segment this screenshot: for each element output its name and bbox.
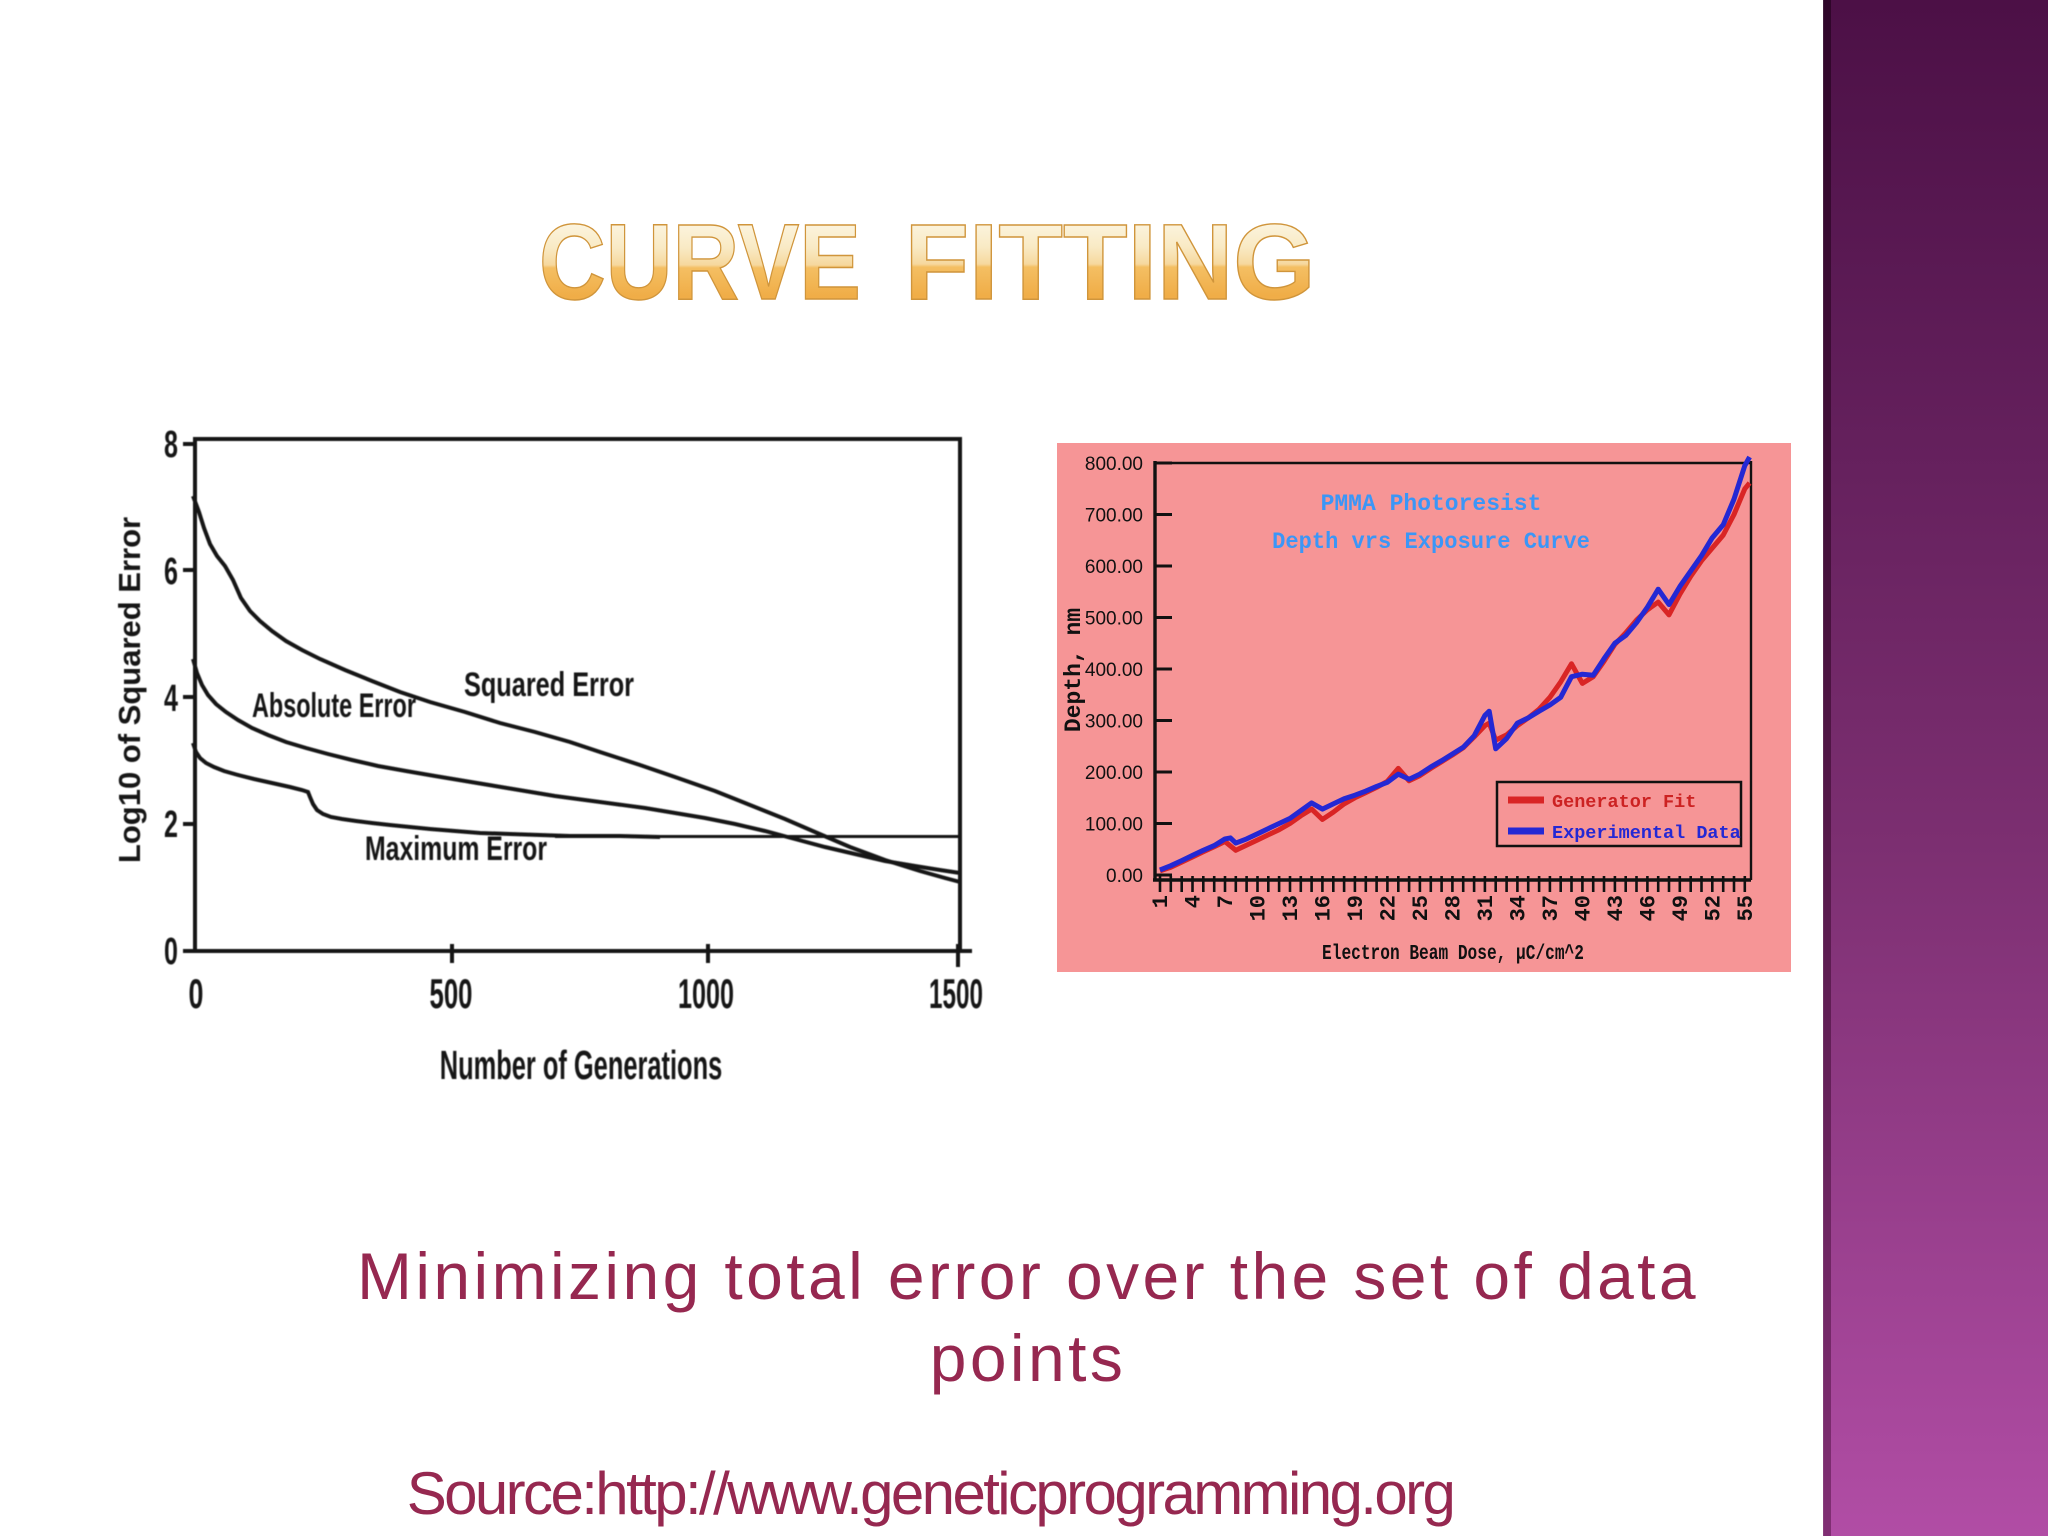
- svg-text:40: 40: [1571, 895, 1596, 921]
- svg-text:Number of Generations: Number of Generations: [440, 1043, 722, 1089]
- svg-text:46: 46: [1636, 895, 1661, 921]
- svg-text:10: 10: [1247, 895, 1272, 921]
- svg-text:700.00: 700.00: [1085, 506, 1143, 527]
- svg-text:Depth vrs Exposure Curve: Depth vrs Exposure Curve: [1272, 529, 1590, 556]
- svg-text:Electron Beam Dose, µC/cm^2: Electron Beam Dose, µC/cm^2: [1322, 941, 1584, 966]
- svg-text:0: 0: [189, 971, 204, 1017]
- svg-text:7: 7: [1214, 895, 1239, 908]
- svg-text:13: 13: [1279, 895, 1304, 921]
- svg-text:300.00: 300.00: [1085, 712, 1143, 733]
- svg-text:0.00: 0.00: [1106, 866, 1143, 887]
- svg-text:34: 34: [1506, 895, 1531, 921]
- svg-text:500: 500: [430, 971, 473, 1018]
- svg-text:37: 37: [1539, 895, 1564, 921]
- svg-text:4: 4: [1182, 895, 1207, 908]
- svg-text:Log10 of Squared Error: Log10 of Squared Error: [112, 517, 147, 863]
- svg-text:22: 22: [1376, 895, 1401, 921]
- svg-text:19: 19: [1344, 895, 1369, 921]
- svg-text:Generator Fit: Generator Fit: [1552, 792, 1696, 813]
- svg-text:52: 52: [1701, 895, 1726, 921]
- svg-text:100.00: 100.00: [1085, 815, 1143, 836]
- svg-text:1000: 1000: [678, 972, 734, 1018]
- svg-text:1500: 1500: [929, 971, 983, 1018]
- svg-text:Experimental Data: Experimental Data: [1552, 823, 1741, 844]
- svg-text:FITTING: FITTING: [904, 201, 1315, 322]
- svg-text:PMMA Photoresist: PMMA Photoresist: [1321, 491, 1542, 517]
- svg-text:Depth, nm: Depth, nm: [1061, 608, 1087, 732]
- svg-text:500.00: 500.00: [1085, 609, 1143, 630]
- svg-text:6: 6: [164, 550, 178, 592]
- svg-text:Squared Error: Squared Error: [464, 666, 634, 703]
- svg-text:49: 49: [1669, 895, 1694, 921]
- svg-text:55: 55: [1734, 895, 1759, 921]
- svg-text:Absolute Error: Absolute Error: [252, 688, 416, 725]
- svg-text:31: 31: [1474, 895, 1499, 921]
- svg-text:25: 25: [1409, 895, 1434, 921]
- svg-text:8: 8: [164, 423, 178, 465]
- svg-text:CURVE: CURVE: [539, 202, 861, 322]
- svg-text:4: 4: [164, 677, 178, 719]
- svg-text:16: 16: [1311, 895, 1336, 921]
- svg-text:0: 0: [164, 930, 178, 972]
- svg-text:800.00: 800.00: [1085, 454, 1143, 475]
- svg-text:600.00: 600.00: [1085, 557, 1143, 578]
- svg-text:1: 1: [1149, 895, 1174, 908]
- svg-text:Maximum Error: Maximum Error: [365, 830, 547, 868]
- svg-text:200.00: 200.00: [1085, 763, 1143, 784]
- svg-text:2: 2: [164, 803, 178, 845]
- svg-text:43: 43: [1604, 895, 1629, 921]
- svg-text:28: 28: [1441, 895, 1466, 921]
- svg-text:400.00: 400.00: [1085, 660, 1143, 681]
